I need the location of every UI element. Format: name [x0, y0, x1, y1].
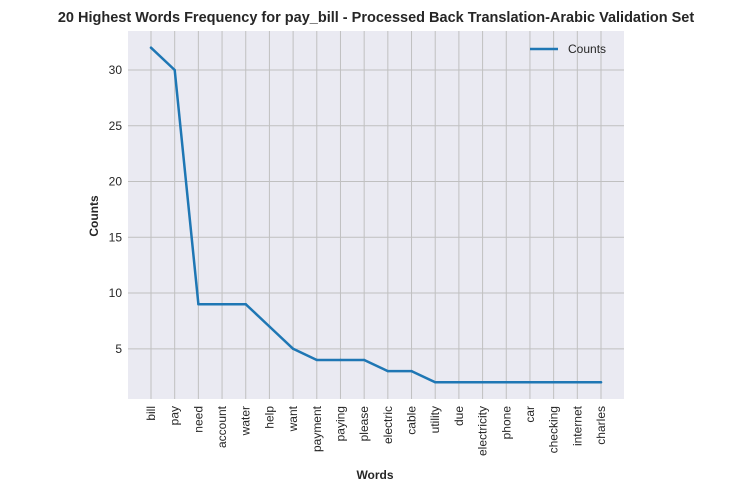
x-tick-label: electricity	[476, 406, 490, 456]
x-tick-label: help	[262, 406, 276, 429]
data-point	[291, 347, 295, 351]
legend: Counts	[530, 42, 606, 56]
data-point	[481, 381, 484, 384]
x-tick-label: want	[286, 405, 300, 432]
data-point	[386, 369, 390, 373]
data-point	[244, 303, 247, 306]
x-tick-label: car	[523, 406, 537, 423]
data-point	[339, 358, 342, 362]
data-point	[528, 381, 532, 384]
y-tick-labels: 5 10 15 20 25 30	[109, 63, 123, 356]
x-tick-labels: bill pay need account water help want payment pa…	[144, 405, 608, 456]
y-tick-label: 25	[109, 119, 123, 133]
data-point	[434, 381, 437, 384]
data-point	[173, 68, 176, 72]
x-tick-label: cable	[405, 406, 419, 435]
data-point	[599, 381, 603, 384]
data-point	[410, 369, 413, 373]
x-tick-label: internet	[570, 405, 584, 446]
legend-label-counts: Counts	[568, 42, 606, 56]
chart-title: 20 Highest Words Frequency for pay_bill …	[58, 10, 694, 26]
y-tick-label: 10	[109, 286, 123, 300]
data-point	[576, 381, 579, 384]
series-line-counts	[149, 46, 603, 384]
y-tick-label: 20	[109, 175, 123, 189]
data-point	[220, 303, 224, 306]
x-tick-label: due	[452, 406, 466, 426]
x-tick-label: account	[215, 405, 229, 448]
data-point	[149, 46, 153, 49]
x-tick-label: payment	[310, 405, 324, 452]
x-tick-label: checking	[547, 406, 561, 453]
x-tick-label: need	[191, 406, 205, 433]
x-tick-label: please	[357, 406, 371, 442]
data-point	[268, 325, 271, 328]
x-tick-label: paying	[333, 406, 347, 441]
x-tick-label: electric	[381, 406, 395, 444]
y-tick-label: 5	[115, 342, 122, 356]
y-tick-label: 30	[109, 63, 123, 77]
x-tick-label: phone	[499, 406, 513, 440]
y-tick-label: 15	[109, 230, 123, 244]
x-tick-label: bill	[144, 406, 158, 421]
data-point	[552, 381, 555, 384]
data-point	[362, 358, 366, 362]
x-tick-label: charles	[594, 406, 608, 445]
x-tick-label: pay	[168, 406, 182, 425]
y-axis-label: Counts	[87, 195, 101, 237]
gridlines	[128, 31, 624, 399]
plot-area	[128, 31, 624, 399]
data-point	[457, 381, 461, 384]
x-tick-label: water	[239, 406, 253, 436]
data-point	[505, 381, 508, 384]
data-point	[315, 358, 318, 362]
x-axis-label: Words	[356, 468, 393, 482]
series-layer	[149, 46, 603, 384]
data-point	[197, 303, 200, 306]
x-tick-label: utility	[428, 406, 442, 433]
